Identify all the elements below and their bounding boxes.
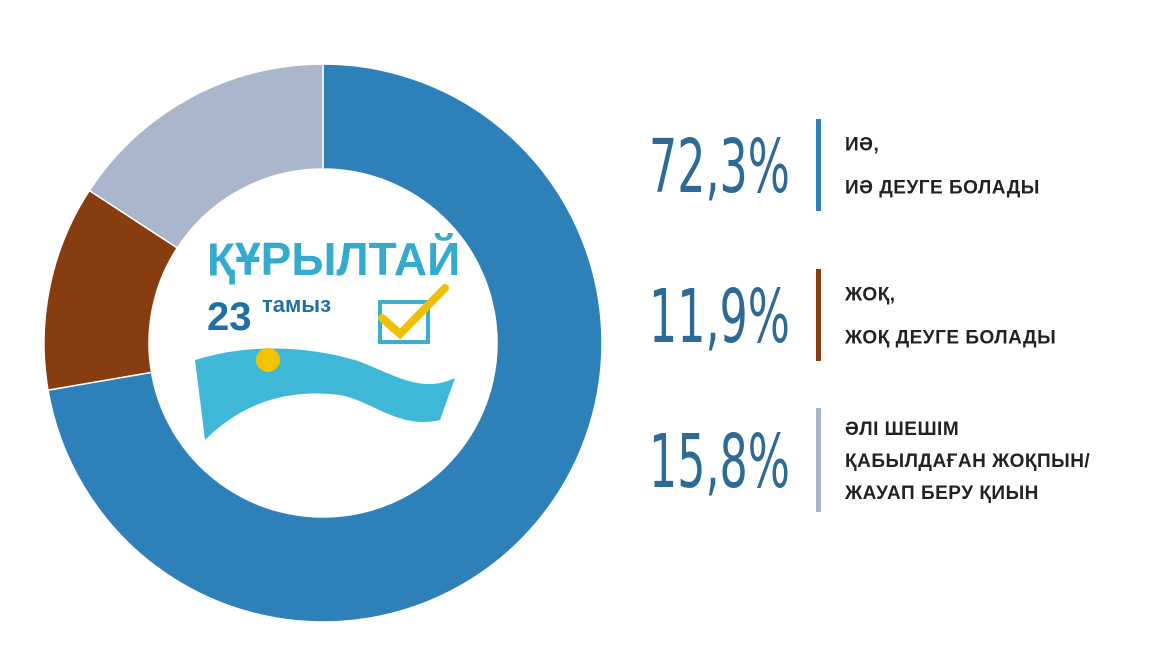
legend: 72,3% ИӘ, ИӘ ДЕУГЕ БОЛАДЫ 11,9% ЖОҚ, ЖОҚ ДЕУГ… — [649, 119, 1090, 512]
value-label: 11,9% — [649, 274, 790, 360]
value-label: 72,3% — [649, 124, 790, 210]
legend-bar — [816, 408, 821, 512]
legend-label: ЖАУАП БЕРУ ҚИЫН — [844, 483, 1039, 504]
donut-slice — [88, 63, 324, 249]
checkmark — [378, 284, 449, 340]
legend-bar — [816, 119, 821, 211]
legend-label: ЖОҚ ДЕУГЕ БОЛАДЫ — [844, 328, 1056, 349]
donut-slice — [47, 63, 603, 623]
legend-label: ҚАБЫЛДАҒАН ЖОҚПЫН/ — [845, 451, 1090, 472]
logo: ҚҰРЫЛТАЙ 23 тамыз — [195, 233, 460, 440]
donut — [43, 63, 603, 623]
checkbox — [378, 300, 430, 344]
value-label-group: 72,3% — [649, 124, 790, 210]
legend-bar — [816, 269, 821, 361]
legend-label: ИӘ ДЕУГЕ БОЛАДЫ — [845, 178, 1040, 199]
flag-sun — [256, 348, 280, 372]
legend-label: ӘЛІ ШЕШІМ — [845, 419, 959, 440]
logo-word: тамыз — [262, 292, 331, 317]
value-label-group: 11,9% — [649, 274, 790, 360]
value-label-group: 15,8% — [649, 419, 790, 505]
logo-title: ҚҰРЫЛТАЙ — [207, 233, 460, 285]
legend-label: ИӘ, — [845, 135, 879, 156]
legend-label: ЖОҚ, — [844, 285, 896, 306]
flag-ribbon — [195, 348, 455, 440]
logo-number: 23 — [207, 295, 252, 339]
value-label: 15,8% — [649, 419, 790, 505]
